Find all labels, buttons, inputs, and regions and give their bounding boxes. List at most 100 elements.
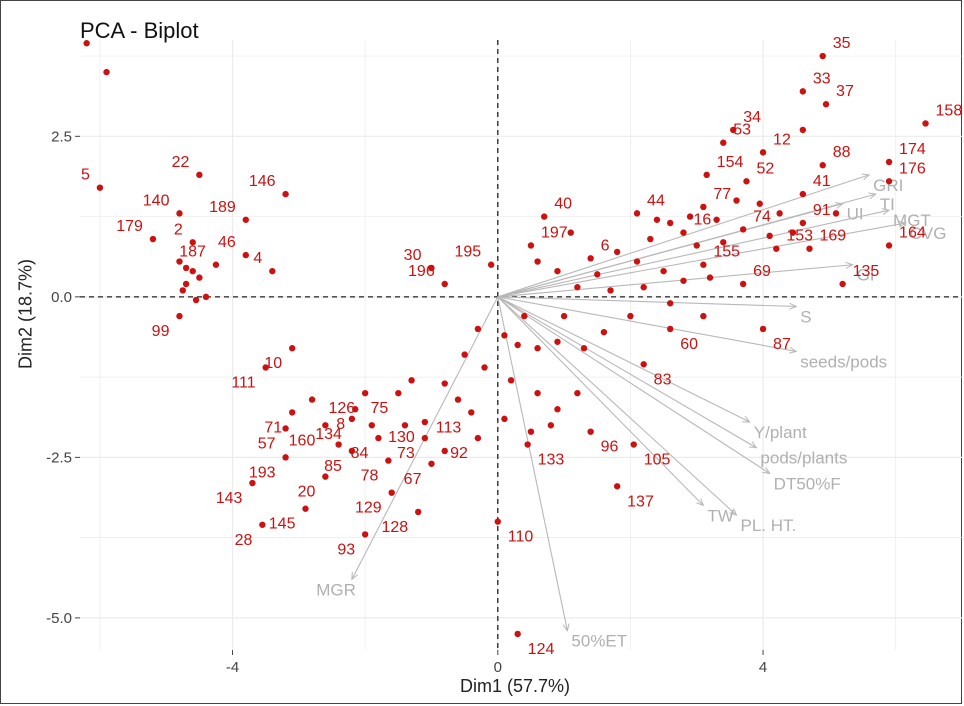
observation-label: 33 [813, 70, 831, 87]
observation-point [501, 332, 508, 339]
observation-label: 124 [528, 641, 555, 658]
y-tick-label: -5.0 [46, 610, 72, 627]
observation-point [680, 229, 687, 236]
observation-label: 130 [388, 429, 415, 446]
observation-point [461, 351, 468, 358]
observation-point [176, 210, 183, 217]
observation-label: 179 [116, 218, 143, 235]
observation-point [441, 447, 448, 455]
point-layer [83, 40, 929, 638]
observation-point [822, 101, 830, 108]
observation-label: 87 [773, 336, 791, 353]
observation-point [806, 245, 813, 252]
variable-vector-label: pods/plants [760, 449, 847, 468]
observation-point [421, 418, 429, 426]
observation-point [653, 216, 661, 223]
observation-point [776, 210, 783, 217]
observation-label: 91 [813, 202, 831, 219]
observation-point [527, 242, 535, 249]
observation-label: 153 [786, 228, 813, 245]
observation-point [819, 52, 826, 60]
variable-vector-label: GRI [873, 176, 903, 195]
observation-label: 69 [753, 263, 771, 280]
observation-point [759, 325, 767, 333]
variable-vector-label: 50%ET [571, 632, 627, 651]
observation-label: 105 [644, 452, 671, 469]
observation-label: 146 [249, 173, 276, 190]
x-axis-label: Dim1 (57.7%) [459, 676, 571, 696]
observation-point [720, 139, 727, 146]
observation-label: 73 [397, 445, 415, 462]
observation-point [587, 428, 594, 435]
x-tick-label: 0 [494, 659, 502, 676]
observation-point [474, 325, 482, 333]
observation-point [96, 184, 104, 191]
observation-point [587, 255, 594, 262]
observation-label: 158 [936, 102, 963, 119]
observation-label: 99 [152, 323, 170, 340]
x-tick-label: -4 [226, 659, 239, 676]
observation-point [640, 361, 647, 368]
observation-point [773, 245, 780, 252]
observation-point [212, 261, 220, 268]
variable-vector-label: UI [847, 205, 864, 224]
variable-vector-label: CVG [910, 224, 947, 243]
observation-label: 176 [899, 160, 926, 177]
observation-label: 20 [298, 484, 316, 501]
observation-point [487, 261, 495, 268]
observation-point [401, 422, 409, 429]
observation-label: 154 [717, 154, 744, 171]
chart-title: PCA - Biplot [80, 18, 199, 43]
observation-point [885, 242, 893, 249]
observation-label: 40 [554, 196, 572, 213]
observation-point [647, 235, 654, 243]
observation-point [720, 239, 727, 246]
observation-point [660, 267, 667, 275]
observation-label: 6 [601, 237, 610, 254]
observation-point [474, 434, 482, 442]
observation-point [269, 267, 276, 275]
observation-label: 93 [337, 541, 355, 558]
observation-label: 78 [361, 468, 379, 485]
observation-point [262, 364, 269, 371]
observation-point [501, 415, 508, 423]
variable-vector [497, 223, 906, 298]
observation-label: 164 [899, 224, 926, 241]
observation-point [534, 258, 541, 265]
observation-point [395, 389, 402, 397]
observation-point [739, 226, 747, 233]
observation-point [242, 216, 249, 223]
observation-point [289, 345, 296, 352]
x-tick-label: 4 [759, 659, 767, 676]
observation-point [176, 258, 183, 265]
variable-vector-label: seeds/pods [800, 352, 887, 371]
observation-label: 53 [733, 122, 751, 139]
observation-label: 60 [680, 336, 698, 353]
observation-point [693, 242, 700, 249]
observation-point [627, 312, 634, 320]
observation-label: 22 [172, 154, 190, 171]
observation-point [554, 406, 561, 413]
observation-point [242, 251, 249, 259]
observation-label: 137 [627, 493, 654, 510]
observation-label: 67 [404, 471, 422, 488]
observation-point [667, 300, 674, 307]
observation-label: 145 [269, 516, 296, 533]
observation-point [739, 280, 747, 288]
variable-vector-label: PL. HT. [741, 516, 797, 535]
observation-point [521, 312, 528, 320]
observation-label: 34 [743, 109, 761, 126]
observation-label: 84 [351, 445, 369, 462]
observation-label: 83 [654, 371, 672, 388]
observation-point [189, 267, 196, 275]
observation-point [574, 284, 581, 291]
observation-point [182, 264, 190, 272]
observation-point [839, 280, 846, 288]
observation-point [554, 267, 561, 275]
observation-label: 88 [833, 144, 851, 161]
observation-point [547, 422, 555, 429]
observation-point [733, 197, 740, 204]
observation-point [799, 88, 807, 95]
variable-vector [497, 296, 750, 422]
